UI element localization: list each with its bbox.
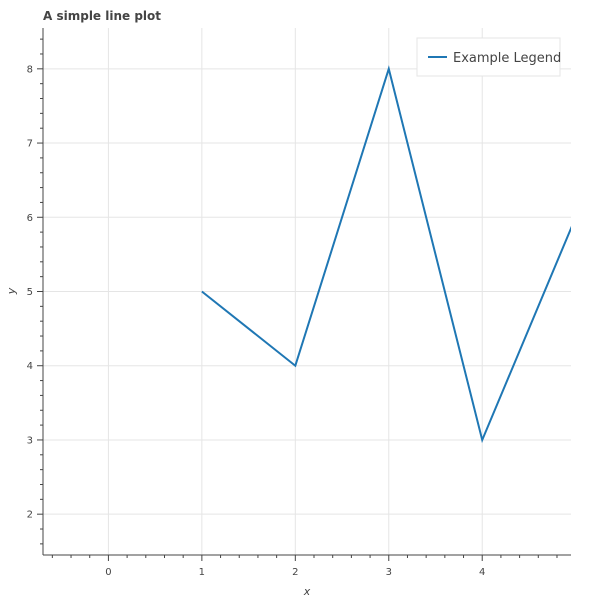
x-tick-label: 1 (199, 567, 205, 578)
x-axis-label: x (303, 585, 311, 598)
y-tick-label: 4 (27, 361, 33, 372)
y-tick-label: 5 (27, 287, 33, 298)
x-tick-label: 3 (386, 567, 392, 578)
legend-label: Example Legend (453, 51, 561, 66)
x-tick-label: 2 (292, 567, 298, 578)
legend: Example Legend (416, 37, 561, 77)
x-tick-label: 0 (105, 567, 111, 578)
y-tick-label: 6 (27, 213, 33, 224)
y-axis-label: y (5, 287, 18, 295)
y-tick-label: 8 (27, 64, 33, 75)
axes (37, 28, 571, 561)
grid-lines (43, 28, 571, 555)
x-tick-labels: 0 1 2 3 4 (105, 567, 485, 578)
y-tick-labels: 2 3 4 5 6 7 8 (27, 64, 33, 520)
chart-title: A simple line plot (43, 9, 161, 23)
y-tick-label: 7 (27, 139, 33, 150)
y-tick-label: 2 (27, 510, 33, 521)
y-tick-label: 3 (27, 435, 33, 446)
series-line (201, 65, 571, 444)
series-lines (201, 65, 571, 444)
x-tick-label: 4 (479, 567, 485, 578)
